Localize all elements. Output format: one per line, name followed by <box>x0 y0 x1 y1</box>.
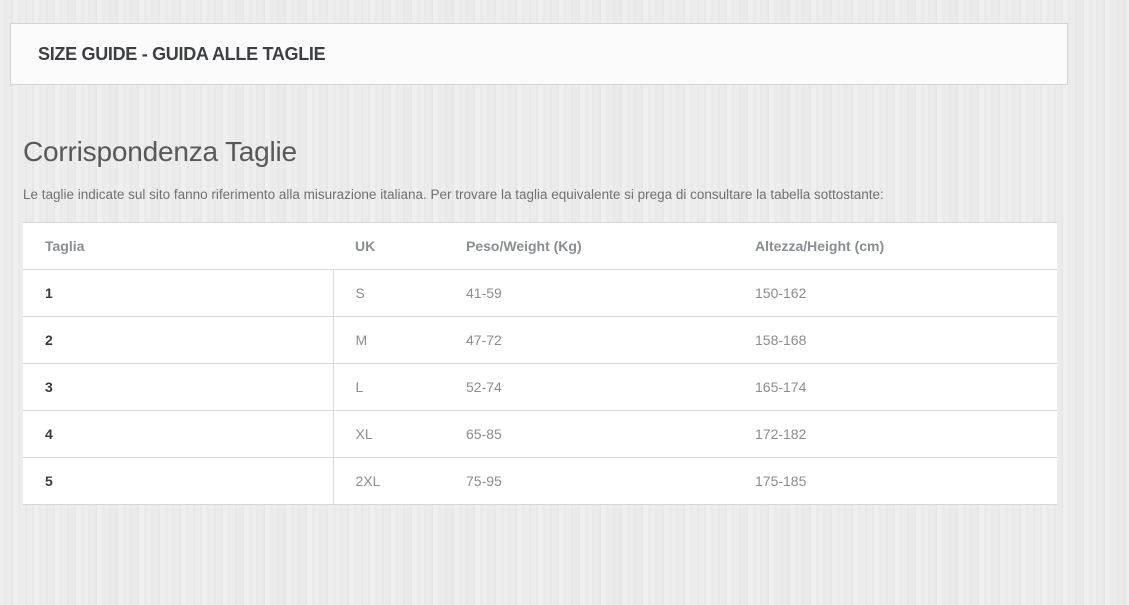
cell-uk: L <box>333 363 444 411</box>
cell-peso: 65-85 <box>444 410 733 458</box>
section-heading: Corrispondenza Taglie <box>23 136 297 167</box>
size-table-body: 1 S 41-59 150-162 2 M 47-72 158-168 3 L … <box>23 269 1057 505</box>
cell-uk: M <box>333 316 444 364</box>
content-area: Corrispondenza Taglie Le taglie indicate… <box>10 135 1068 505</box>
size-table-header: Taglia UK Peso/Weight (Kg) Altezza/Heigh… <box>23 222 1057 270</box>
cell-altezza: 150-162 <box>733 269 1057 317</box>
size-guide-title: SIZE GUIDE - GUIDA ALLE TAGLIE <box>38 43 326 64</box>
size-guide-header-box: SIZE GUIDE - GUIDA ALLE TAGLIE <box>10 23 1068 85</box>
cell-peso: 41-59 <box>444 269 733 317</box>
cell-taglia: 3 <box>23 363 334 411</box>
column-header-altezza: Altezza/Height (cm) <box>733 222 1057 270</box>
column-header-taglia: Taglia <box>23 222 333 270</box>
page-container: SIZE GUIDE - GUIDA ALLE TAGLIE Corrispon… <box>10 23 1068 505</box>
table-row: 5 2XL 75-95 175-185 <box>23 457 1057 505</box>
cell-taglia: 1 <box>23 269 334 317</box>
cell-altezza: 172-182 <box>733 410 1057 458</box>
cell-peso: 52-74 <box>444 363 733 411</box>
cell-peso: 47-72 <box>444 316 733 364</box>
cell-taglia: 4 <box>23 410 334 458</box>
table-row: 3 L 52-74 165-174 <box>23 363 1057 411</box>
size-table: Taglia UK Peso/Weight (Kg) Altezza/Heigh… <box>23 222 1057 505</box>
cell-uk: S <box>333 269 444 317</box>
section-intro-text: Le taglie indicate sul sito fanno riferi… <box>23 187 884 202</box>
cell-uk: 2XL <box>333 457 444 505</box>
table-row: 4 XL 65-85 172-182 <box>23 410 1057 458</box>
cell-peso: 75-95 <box>444 457 733 505</box>
column-header-uk: UK <box>333 222 444 270</box>
column-header-peso: Peso/Weight (Kg) <box>444 222 733 270</box>
cell-altezza: 158-168 <box>733 316 1057 364</box>
cell-altezza: 165-174 <box>733 363 1057 411</box>
cell-taglia: 5 <box>23 457 334 505</box>
cell-uk: XL <box>333 410 444 458</box>
table-header-row: Taglia UK Peso/Weight (Kg) Altezza/Heigh… <box>23 222 1057 270</box>
table-row: 1 S 41-59 150-162 <box>23 269 1057 317</box>
cell-altezza: 175-185 <box>733 457 1057 505</box>
cell-taglia: 2 <box>23 316 334 364</box>
table-row: 2 M 47-72 158-168 <box>23 316 1057 364</box>
